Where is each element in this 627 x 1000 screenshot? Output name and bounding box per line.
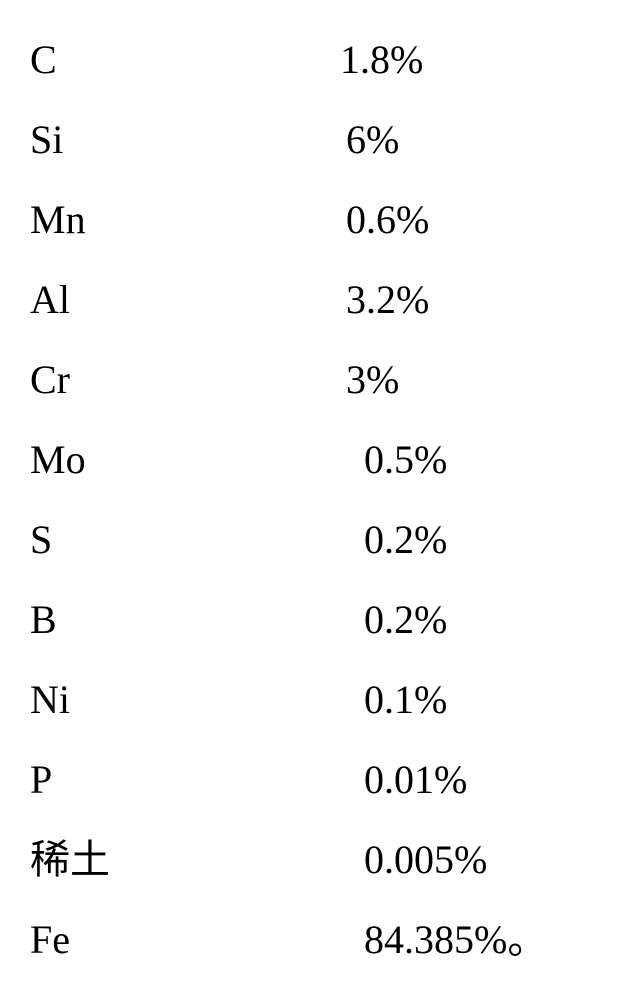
composition-table: C1.8%Si6%Mn0.6%Al3.2%Cr3%Mo0.5%S0.2%B0.2… bbox=[30, 20, 597, 980]
table-row: Ni 0.1% bbox=[30, 680, 597, 720]
table-row: Cr3% bbox=[30, 360, 597, 400]
element-percentage: 3.2% bbox=[346, 280, 429, 320]
element-symbol: P bbox=[30, 760, 340, 800]
element-symbol: Al bbox=[30, 280, 340, 320]
element-symbol: Si bbox=[30, 120, 340, 160]
table-row: C1.8% bbox=[30, 40, 597, 80]
element-symbol: C bbox=[30, 40, 340, 80]
element-percentage: 3% bbox=[346, 360, 399, 400]
element-symbol: Fe bbox=[30, 920, 340, 960]
element-percentage: 0.2% bbox=[364, 600, 447, 640]
element-percentage: 0.6% bbox=[346, 200, 429, 240]
table-row: 稀土 0.005% bbox=[30, 840, 597, 880]
element-symbol: S bbox=[30, 520, 340, 560]
element-symbol: Ni bbox=[30, 680, 340, 720]
element-symbol: B bbox=[30, 600, 340, 640]
table-row: S 0.2% bbox=[30, 520, 597, 560]
element-percentage: 6% bbox=[346, 120, 399, 160]
element-percentage: 0.2% bbox=[364, 520, 447, 560]
table-row: P 0.01% bbox=[30, 760, 597, 800]
element-symbol: 稀土 bbox=[30, 840, 340, 880]
table-row: Mn0.6% bbox=[30, 200, 597, 240]
table-row: Fe 84.385%。 bbox=[30, 920, 597, 960]
element-percentage: 1.8% bbox=[340, 40, 423, 80]
element-percentage: 84.385%。 bbox=[364, 920, 547, 960]
table-row: B 0.2% bbox=[30, 600, 597, 640]
element-symbol: Mn bbox=[30, 200, 340, 240]
element-percentage: 0.01% bbox=[364, 760, 467, 800]
table-row: Al3.2% bbox=[30, 280, 597, 320]
element-symbol: Mo bbox=[30, 440, 340, 480]
element-percentage: 0.1% bbox=[364, 680, 447, 720]
element-percentage: 0.5% bbox=[364, 440, 447, 480]
table-row: Si6% bbox=[30, 120, 597, 160]
table-row: Mo 0.5% bbox=[30, 440, 597, 480]
element-symbol: Cr bbox=[30, 360, 340, 400]
element-percentage: 0.005% bbox=[364, 840, 487, 880]
